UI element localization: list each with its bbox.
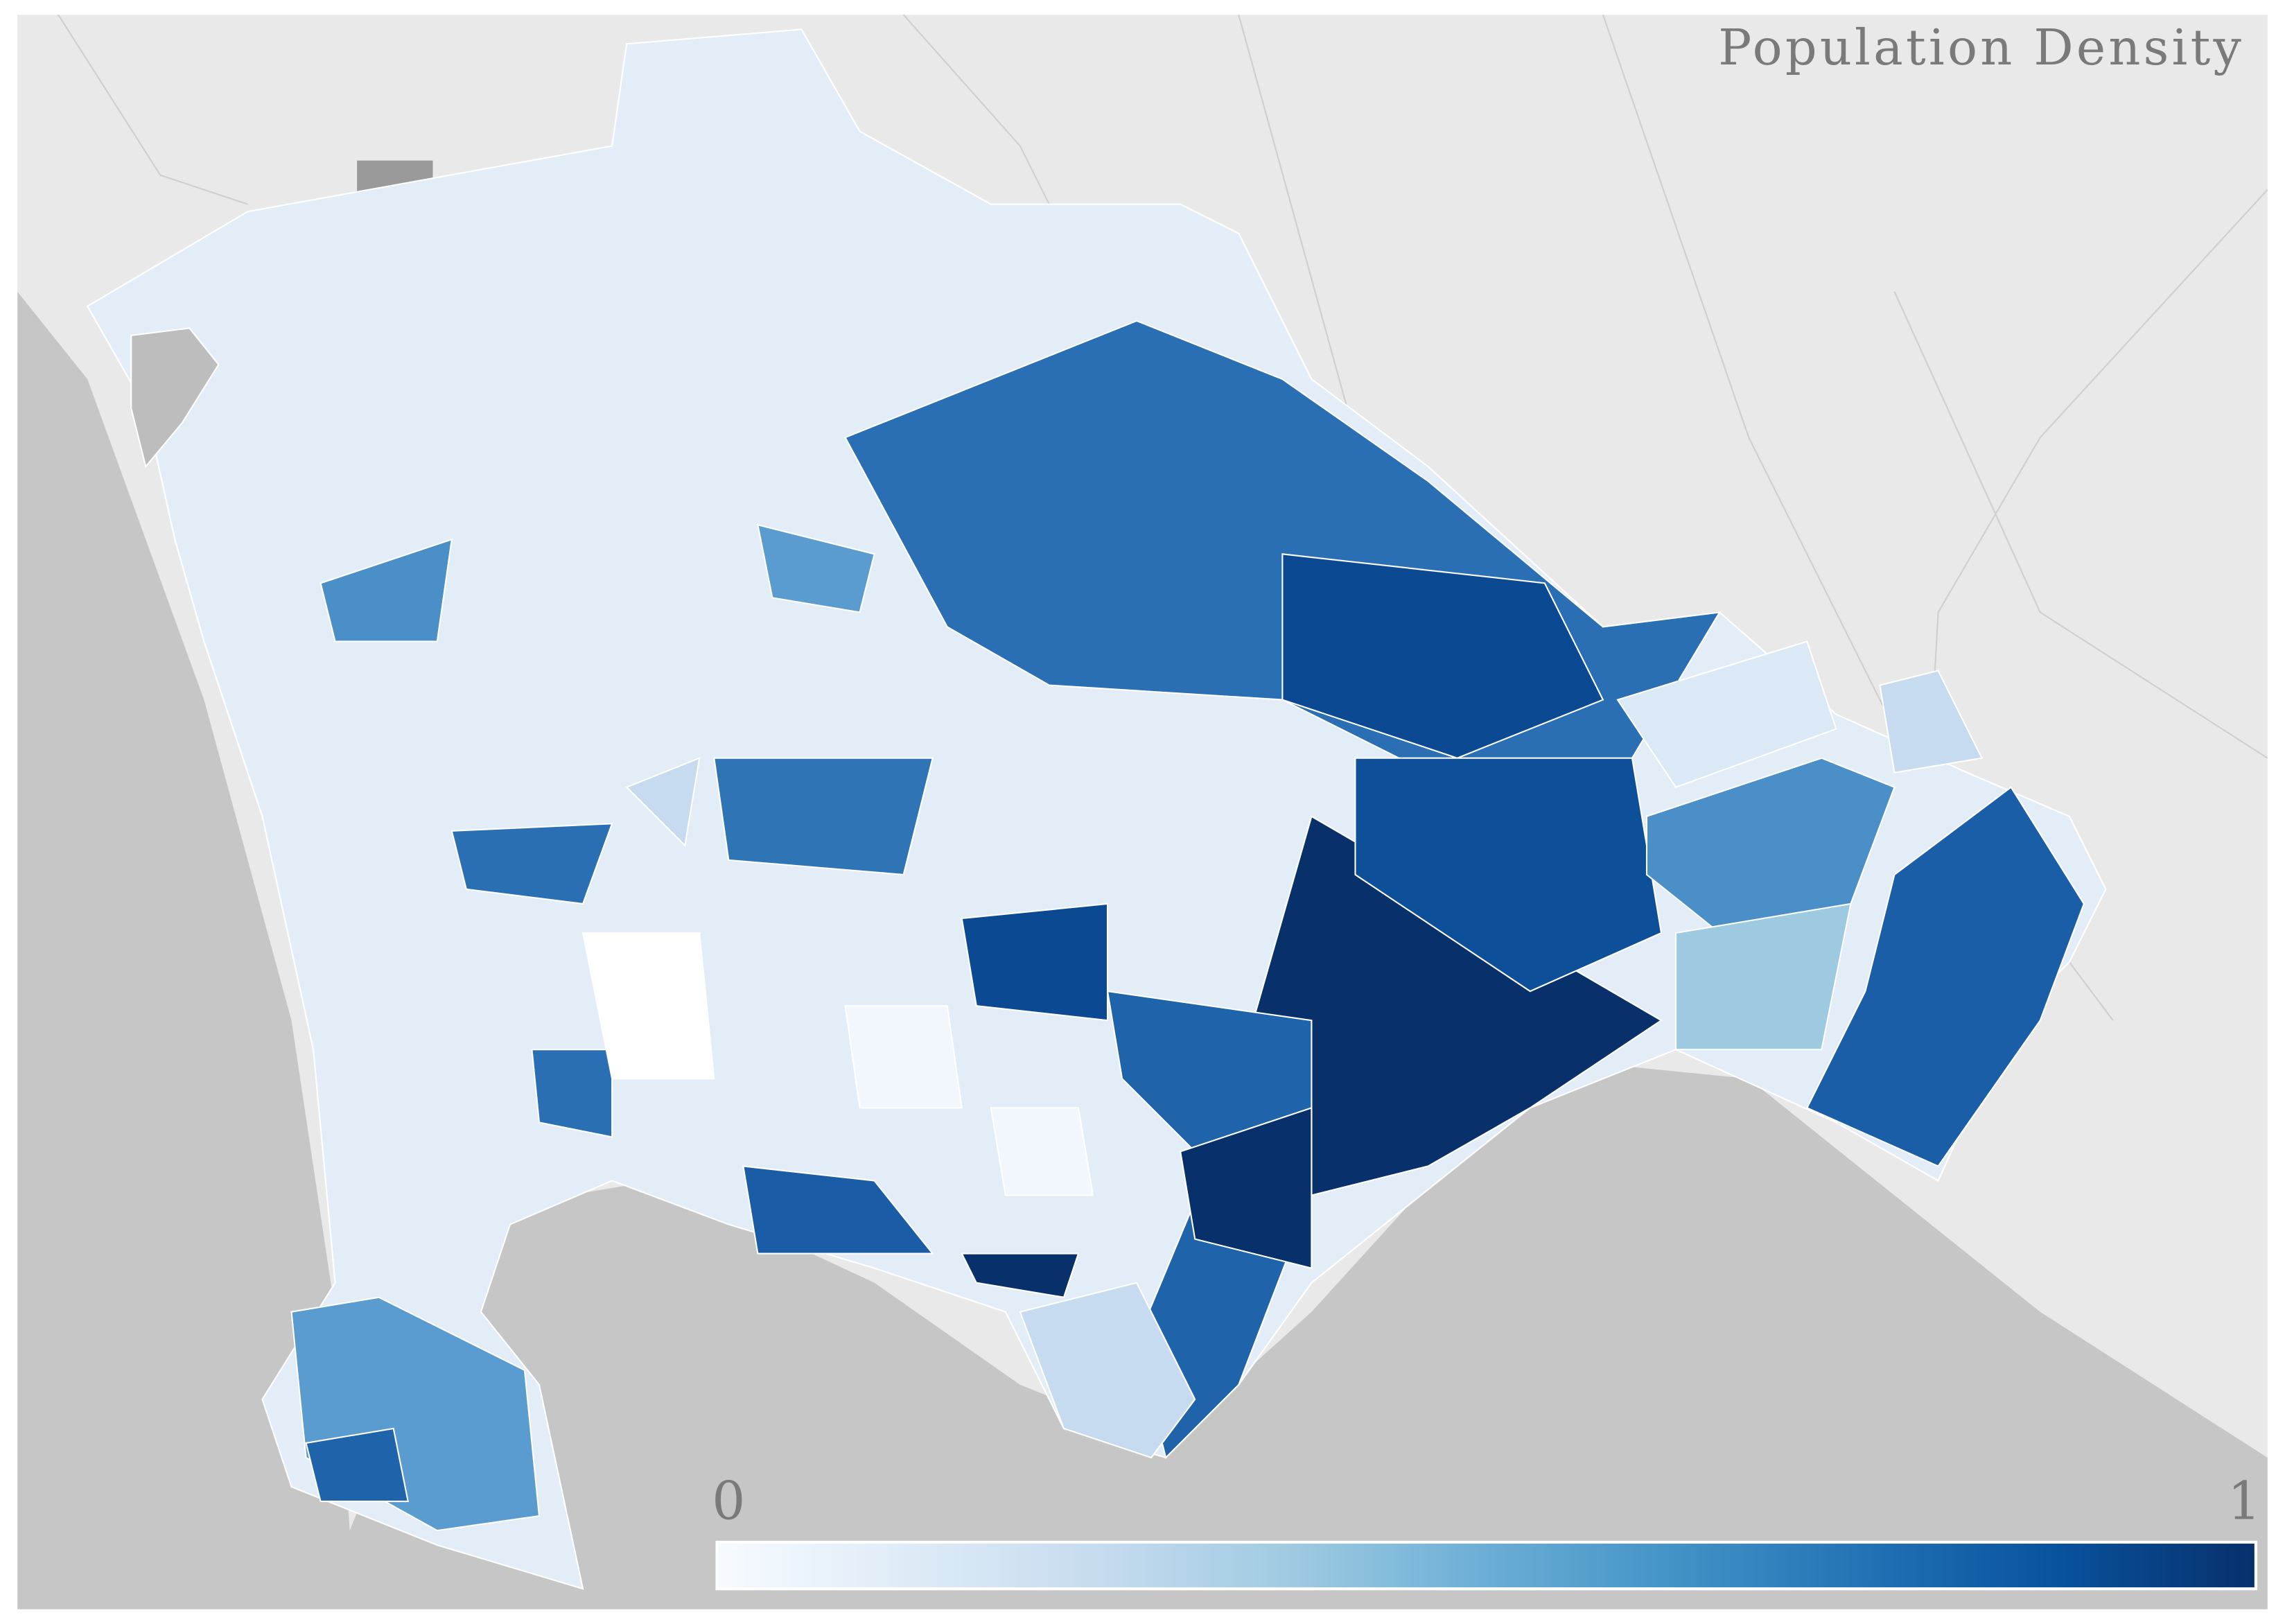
road — [902, 14, 1050, 205]
lake — [130, 327, 220, 469]
district — [1616, 640, 1837, 789]
legend-max-label: 1 — [2227, 1470, 2261, 1531]
district — [1805, 786, 2085, 1167]
district — [961, 1252, 1080, 1298]
district — [990, 1107, 1094, 1196]
districts — [86, 28, 2107, 1590]
district — [1675, 902, 1852, 1051]
district — [742, 1165, 934, 1255]
district — [1281, 553, 1604, 759]
district — [1354, 757, 1663, 993]
region — [86, 28, 2107, 1590]
road — [1893, 291, 2268, 759]
sea — [17, 291, 2268, 1609]
district — [625, 757, 701, 848]
map-title: Population Density — [1718, 19, 2244, 76]
district — [450, 823, 613, 905]
district — [961, 902, 1109, 1022]
road — [58, 14, 248, 205]
colorbar — [715, 1540, 2258, 1591]
district — [1019, 1282, 1196, 1459]
district — [844, 1005, 963, 1109]
district — [1879, 670, 1984, 774]
district — [1179, 1106, 1313, 1269]
district — [319, 538, 453, 643]
district — [713, 757, 934, 876]
district — [581, 932, 715, 1080]
district — [305, 1427, 410, 1503]
legend-min-label: 0 — [712, 1470, 745, 1531]
district — [531, 1049, 613, 1138]
district — [757, 523, 875, 613]
